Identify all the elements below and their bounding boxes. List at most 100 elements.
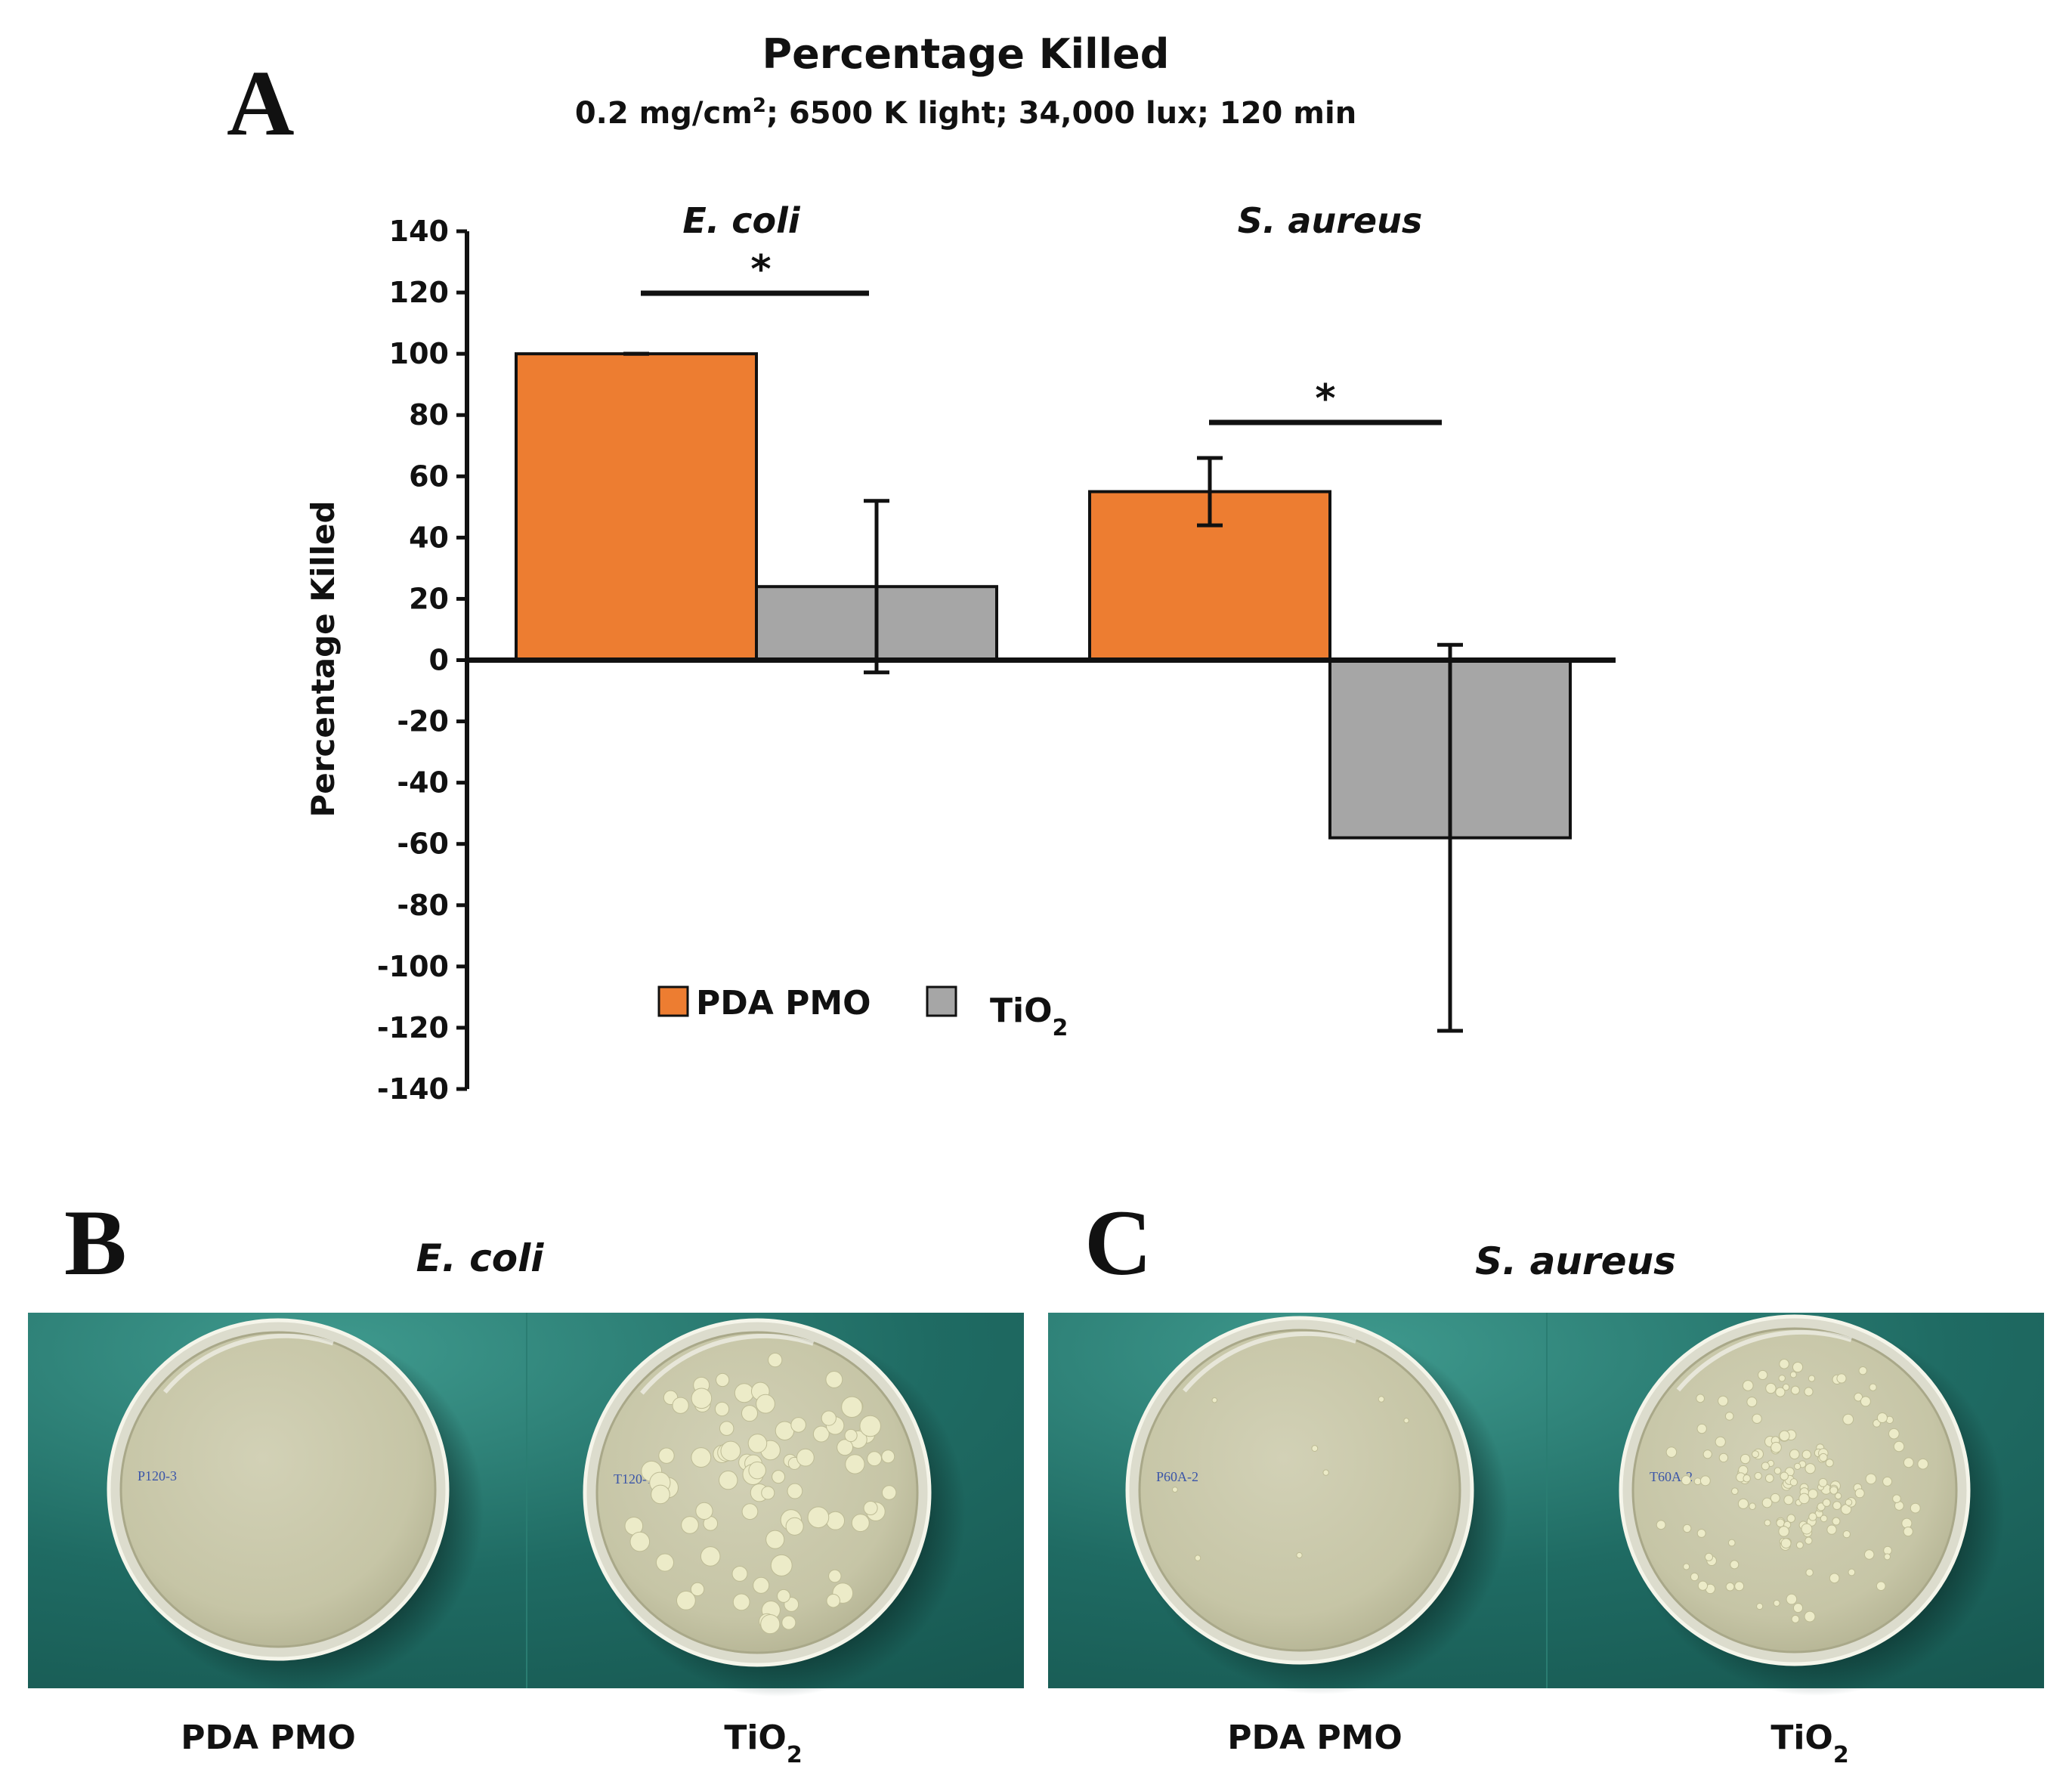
- bacterial-colony: [1780, 1471, 1789, 1481]
- chart-subtitle: 0.2 mg/cm2; 6500 K light; 34,000 lux; 12…: [575, 94, 1356, 131]
- plate-highlight: [1183, 1331, 1357, 1393]
- bacterial-colony: [1761, 1462, 1770, 1471]
- bacterial-colony: [691, 1388, 713, 1409]
- y-tick-label: 120: [389, 276, 449, 309]
- bacterial-colony: [1820, 1514, 1828, 1523]
- bacterial-colony: [781, 1615, 796, 1630]
- bacterial-colony: [1696, 1394, 1706, 1403]
- bacterial-colony: [1696, 1423, 1707, 1434]
- y-tick-label: 100: [389, 337, 449, 370]
- bacterial-colony: [1789, 1449, 1800, 1460]
- bacterial-colony: [1779, 1359, 1789, 1369]
- bacterial-colony: [821, 1410, 837, 1426]
- y-axis-title: Percentage Killed: [305, 500, 342, 817]
- y-tick-label: -20: [397, 705, 449, 738]
- bacterial-colony: [1876, 1412, 1888, 1424]
- bacterial-colony: [1876, 1581, 1886, 1592]
- bacterial-colony: [629, 1531, 651, 1552]
- bacterial-colony: [1752, 1413, 1762, 1424]
- bacterial-colony: [785, 1517, 804, 1536]
- legend-label-tio2: TiO2: [990, 992, 1068, 1041]
- bacterial-colony: [676, 1590, 696, 1610]
- bacterial-colony: [1863, 1549, 1875, 1560]
- group-label-ecoli: E. coli: [682, 200, 801, 241]
- plate-agar: [1138, 1329, 1461, 1652]
- photo-label-ecoli-tio2: TiO2: [724, 1719, 802, 1768]
- bacterial-colony: [1756, 1602, 1764, 1610]
- plate-highlight: [1676, 1329, 1852, 1392]
- bacterial-colony: [655, 1553, 674, 1572]
- bacterial-colony: [1789, 1371, 1797, 1378]
- plate-agar: [119, 1331, 437, 1648]
- significance-star: *: [750, 247, 771, 292]
- bacterial-colony: [844, 1428, 858, 1443]
- bacterial-colony: [753, 1576, 770, 1594]
- bacterial-colony: [1764, 1519, 1771, 1527]
- bacterial-colony: [1403, 1418, 1409, 1424]
- bacterial-colony: [845, 1454, 865, 1474]
- bacterial-colony: [1699, 1475, 1711, 1487]
- bacterial-colony: [1730, 1560, 1740, 1570]
- bacterial-colony: [1740, 1453, 1751, 1465]
- y-tick-label: 0: [429, 644, 449, 677]
- bacterial-colony: [1791, 1614, 1800, 1623]
- bacterial-colony: [770, 1554, 793, 1576]
- bacterial-colony: [1778, 1526, 1789, 1537]
- bacterial-colony: [825, 1371, 843, 1388]
- bacterial-colony: [1171, 1487, 1178, 1493]
- bacterial-colony: [714, 1401, 730, 1417]
- bacterial-colony: [1758, 1369, 1768, 1381]
- bar-pda-pmo-ecoli: [515, 352, 758, 662]
- bacterial-colony: [1865, 1473, 1877, 1485]
- bacterial-colony: [1774, 1467, 1782, 1475]
- group-label-saureus: S. aureus: [1238, 200, 1422, 241]
- bacterial-colony: [1882, 1476, 1893, 1487]
- panel-letter-c: C: [1084, 1191, 1152, 1295]
- bacterial-colony: [1804, 1463, 1816, 1474]
- bacterial-colony: [1917, 1458, 1929, 1470]
- bacterial-colony: [1903, 1526, 1913, 1537]
- bacterial-colony: [1727, 1539, 1736, 1547]
- bacterial-colony: [1825, 1459, 1834, 1468]
- bacterial-colony: [1792, 1603, 1804, 1613]
- bacterial-colony: [1792, 1361, 1804, 1373]
- bacterial-colony: [1773, 1599, 1780, 1607]
- bacterial-colony: [1819, 1453, 1828, 1462]
- bacterial-colony: [1311, 1445, 1319, 1452]
- bacterial-colony: [1860, 1396, 1871, 1407]
- bacterial-colony: [1829, 1573, 1840, 1584]
- bacterial-colony: [1854, 1488, 1865, 1499]
- bacterial-colony: [1888, 1428, 1900, 1440]
- bacterial-colony: [1884, 1553, 1891, 1561]
- bacterial-colony: [796, 1448, 815, 1467]
- bacterial-colony: [1842, 1530, 1851, 1539]
- bacterial-colony: [828, 1569, 842, 1583]
- photo-label-saureus-pda-pmo: PDA PMO: [1227, 1719, 1402, 1757]
- bacterial-colony: [787, 1483, 803, 1499]
- bacterial-colony: [1892, 1494, 1901, 1503]
- bacterial-colony: [1696, 1528, 1706, 1538]
- bacterial-colony: [1718, 1395, 1729, 1406]
- bacterial-colony: [1718, 1453, 1729, 1463]
- bacterial-colony: [1693, 1477, 1702, 1486]
- plate-agar: [1631, 1327, 1958, 1654]
- plate-handwritten-label: P60A-2: [1156, 1469, 1198, 1484]
- bacterial-colony: [741, 1405, 759, 1422]
- bacterial-colony: [863, 1500, 878, 1516]
- bacterial-colony: [1776, 1518, 1785, 1528]
- bacterial-colony: [1734, 1581, 1745, 1592]
- bacterial-colony: [1795, 1541, 1804, 1549]
- y-tick-label: -80: [397, 889, 449, 922]
- bacterial-colony: [716, 1372, 730, 1388]
- bacterial-colony: [867, 1451, 883, 1467]
- panel-letter-b: B: [64, 1191, 127, 1295]
- bacterial-colony: [1702, 1449, 1712, 1459]
- bacterial-colony: [826, 1593, 840, 1608]
- y-tick-label: 140: [389, 215, 449, 248]
- bacterial-colony: [1697, 1580, 1709, 1591]
- bacterial-colony: [1780, 1538, 1792, 1548]
- bacterial-colony: [1804, 1610, 1816, 1623]
- bacterial-colony: [1754, 1471, 1762, 1480]
- bacterial-colony: [1211, 1397, 1218, 1403]
- bacterial-colony: [690, 1582, 705, 1597]
